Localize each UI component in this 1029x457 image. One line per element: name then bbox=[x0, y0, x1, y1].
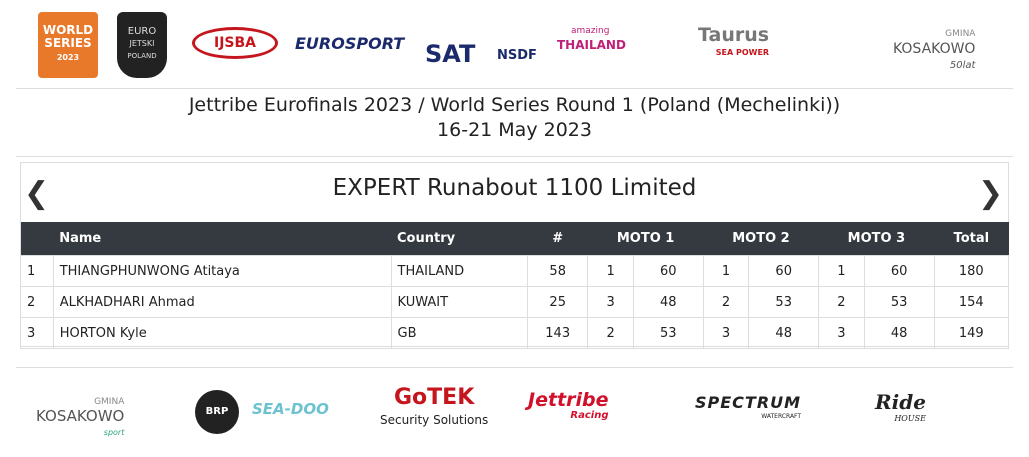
cell: 60 bbox=[748, 255, 820, 287]
eurosport-logo: EUROSPORT bbox=[295, 34, 405, 53]
cell: 25 bbox=[526, 286, 589, 318]
cell: 1 bbox=[587, 255, 634, 287]
cell: 2 bbox=[20, 286, 54, 318]
logo-text: 2023 bbox=[56, 53, 80, 62]
cell: 60 bbox=[863, 255, 935, 287]
jettribe-logo: Jettribe Racing bbox=[528, 391, 609, 422]
cell: 2 bbox=[702, 286, 750, 318]
logo-text: WORLD bbox=[42, 23, 94, 37]
logo-text: POLAND bbox=[127, 52, 157, 60]
header-cell: Total bbox=[934, 222, 1009, 256]
cell: 53 bbox=[863, 286, 935, 318]
cell: 3 bbox=[587, 286, 634, 318]
sat-logo: SAT bbox=[425, 40, 476, 68]
cell: HORTON Kyle bbox=[52, 317, 392, 349]
results-table: Name Country # MOTO 1 MOTO 2 MOTO 3 Total 1 THIA… bbox=[20, 222, 1010, 349]
logo-text: THAILAND bbox=[557, 38, 626, 52]
divider bbox=[16, 156, 1013, 157]
brp-logo: BRP bbox=[195, 390, 239, 434]
cell: 180 bbox=[933, 255, 1010, 287]
cell: 2 bbox=[587, 317, 634, 349]
logo-text: Security Solutions bbox=[380, 413, 489, 427]
cell: 48 bbox=[632, 286, 704, 318]
logo-text: GoTEK bbox=[393, 385, 475, 410]
prev-arrow[interactable]: ❮ bbox=[24, 176, 50, 211]
cell: 2 bbox=[818, 286, 865, 318]
cell: 3 bbox=[20, 317, 54, 349]
header-cell bbox=[20, 222, 54, 256]
result-row: 2 ALKHADHARI Ahmad KUWAIT 25 3 48 2 53 2 53 154 bbox=[20, 286, 1010, 318]
header-cell: Name bbox=[53, 222, 392, 256]
event-dates: 16-21 May 2023 bbox=[437, 119, 592, 141]
cell: 143 bbox=[526, 317, 589, 349]
cell: 48 bbox=[748, 317, 820, 349]
gotek-logo: GoTEK Security Solutions bbox=[380, 385, 489, 430]
cell: 53 bbox=[632, 317, 704, 349]
logo-text: Ride bbox=[875, 390, 926, 414]
cell: 53 bbox=[748, 286, 820, 318]
cell: GB bbox=[390, 317, 529, 349]
cell: 3 bbox=[702, 317, 750, 349]
logo-text: EURO bbox=[127, 26, 157, 37]
next-arrow[interactable]: ❯ bbox=[978, 176, 1004, 211]
logo-text: Jettribe bbox=[528, 389, 609, 411]
result-row: 3 HORTON Kyle GB 143 2 53 3 48 3 48 149 bbox=[20, 317, 1010, 349]
seadoo-logo: SEA-DOO bbox=[252, 400, 329, 418]
euro-jetski-logo: EURO JETSKI POLAND bbox=[117, 12, 167, 78]
header-cell: MOTO 3 bbox=[818, 222, 935, 256]
divider bbox=[16, 88, 1013, 89]
header-cell: MOTO 1 bbox=[587, 222, 704, 256]
logo-text: JETSKI bbox=[129, 39, 155, 48]
logo-text: WATERCRAFT bbox=[761, 413, 802, 420]
kosakowo-sport-logo: GMINA KOSAKOWO sport bbox=[36, 392, 124, 439]
taurus-logo: Taurus SEA POWER bbox=[698, 26, 770, 60]
cell: THAILAND bbox=[390, 255, 529, 287]
logo-text: GMINA bbox=[945, 29, 976, 39]
logo-text: SPECTRUM bbox=[695, 393, 802, 412]
header-row: Name Country # MOTO 1 MOTO 2 MOTO 3 Total bbox=[20, 222, 1009, 256]
cell: 154 bbox=[933, 286, 1010, 318]
cell: 48 bbox=[863, 317, 935, 349]
header-cell: MOTO 2 bbox=[703, 222, 819, 256]
logo-text: KOSAKOWO bbox=[36, 407, 125, 425]
world-series-logo: WORLD SERIES 2023 bbox=[38, 12, 98, 78]
cell: THIANGPHUNWONG Atitaya bbox=[52, 255, 392, 287]
nsdf-logo: NSDF bbox=[497, 48, 537, 63]
logo-text: SEA POWER bbox=[715, 48, 770, 57]
logo-text: 50lat bbox=[949, 60, 976, 71]
class-title: EXPERT Runabout 1100 Limited bbox=[332, 175, 697, 201]
event-title: Jettribe Eurofinals 2023 / World Series … bbox=[188, 94, 841, 116]
thailand-logo: amazing THAILAND bbox=[557, 24, 626, 54]
cell: 3 bbox=[818, 317, 865, 349]
header-cell: # bbox=[527, 222, 588, 256]
kosakowo-logo: GMINA KOSAKOWO 50lat bbox=[893, 24, 975, 73]
cell: KUWAIT bbox=[390, 286, 529, 318]
cell: ALKHADHARI Ahmad bbox=[52, 286, 392, 318]
logo-text: SERIES bbox=[44, 36, 92, 50]
ijsba-logo: IJSBA bbox=[192, 27, 278, 59]
divider bbox=[16, 367, 1013, 368]
logo-text: Taurus bbox=[698, 24, 770, 46]
cell: 58 bbox=[526, 255, 589, 287]
header-cell: Country bbox=[391, 222, 528, 256]
cell: 149 bbox=[933, 317, 1010, 349]
spectrum-logo: SPECTRUM WATERCRAFT bbox=[695, 395, 802, 422]
cell: 60 bbox=[632, 255, 704, 287]
logo-text: KOSAKOWO bbox=[893, 41, 976, 57]
logo-text: HOUSE bbox=[894, 414, 926, 423]
ride-house-logo: Ride HOUSE bbox=[875, 392, 926, 425]
logo-text: amazing bbox=[571, 26, 610, 36]
result-row: 1 THIANGPHUNWONG Atitaya THAILAND 58 1 60 1 60 1… bbox=[20, 255, 1010, 287]
cell: 1 bbox=[702, 255, 750, 287]
cell: 1 bbox=[20, 255, 54, 287]
logo-text: GMINA bbox=[94, 397, 125, 407]
cell: 1 bbox=[818, 255, 865, 287]
logo-text: sport bbox=[103, 428, 125, 437]
logo-text: Racing bbox=[570, 410, 609, 421]
